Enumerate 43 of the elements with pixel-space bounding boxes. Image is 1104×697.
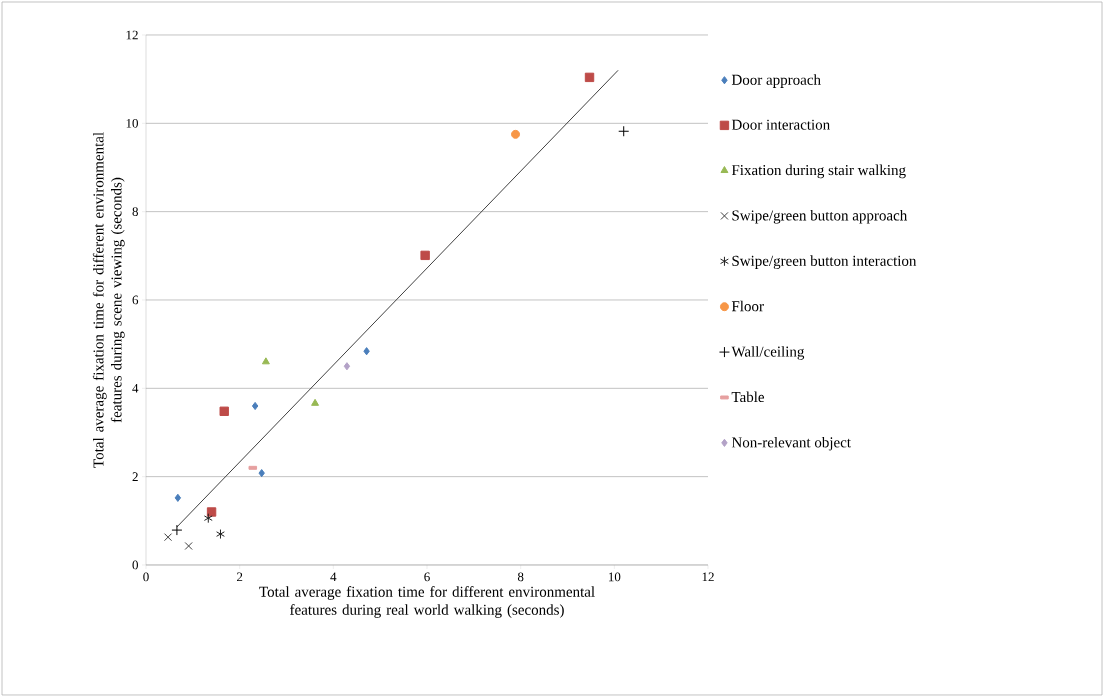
legend-label: Non-relevant object (731, 436, 851, 451)
point (219, 406, 229, 416)
y-tick-label: 8 (132, 207, 138, 217)
legend-label: Wall/ceiling (731, 346, 805, 360)
point (163, 533, 173, 542)
point (420, 250, 430, 261)
point (363, 347, 370, 356)
x-tick-label: 6 (424, 572, 430, 582)
y-tick-label: 2 (132, 472, 138, 481)
y-tick-label: 6 (132, 295, 139, 305)
point (618, 125, 630, 137)
x-tick-label: 8 (517, 572, 524, 582)
x-axis-title: Total average fixation time for different environmental features during real world walking (seconds) (259, 586, 595, 618)
point (203, 513, 213, 524)
legend-label: Fixation during stair walking (731, 164, 906, 179)
point (511, 129, 521, 139)
legend-label: Swipe/green button approach (732, 209, 908, 224)
x-tick-label: 0 (143, 572, 149, 582)
legend-label: Door interaction (731, 119, 830, 130)
point (216, 529, 225, 540)
x-tick-label: 10 (608, 572, 621, 582)
legend-label: Table (731, 391, 765, 403)
y-axis-title: Total average fixation time for different environmental features during scene viewing (seconds) (92, 132, 125, 468)
point (174, 493, 182, 502)
point (251, 401, 259, 411)
x-tick-label: 4 (330, 572, 337, 582)
x-tick-label: 12 (702, 572, 714, 582)
point (311, 398, 320, 406)
point (258, 469, 265, 478)
y-tick-label: 4 (132, 384, 139, 393)
legend-label: Door approach (731, 74, 821, 88)
point (261, 357, 270, 365)
point (343, 362, 351, 371)
y-tick-label: 0 (132, 560, 138, 570)
y-tick-label: 12 (126, 30, 138, 40)
y-tick-label: 10 (126, 118, 138, 128)
point (184, 541, 193, 551)
point (171, 524, 183, 536)
point (584, 72, 595, 83)
legend-label: Floor (731, 300, 764, 312)
x-tick-label: 2 (237, 572, 243, 582)
legend-label: Swipe/green button interaction (732, 255, 917, 269)
point (206, 507, 217, 517)
